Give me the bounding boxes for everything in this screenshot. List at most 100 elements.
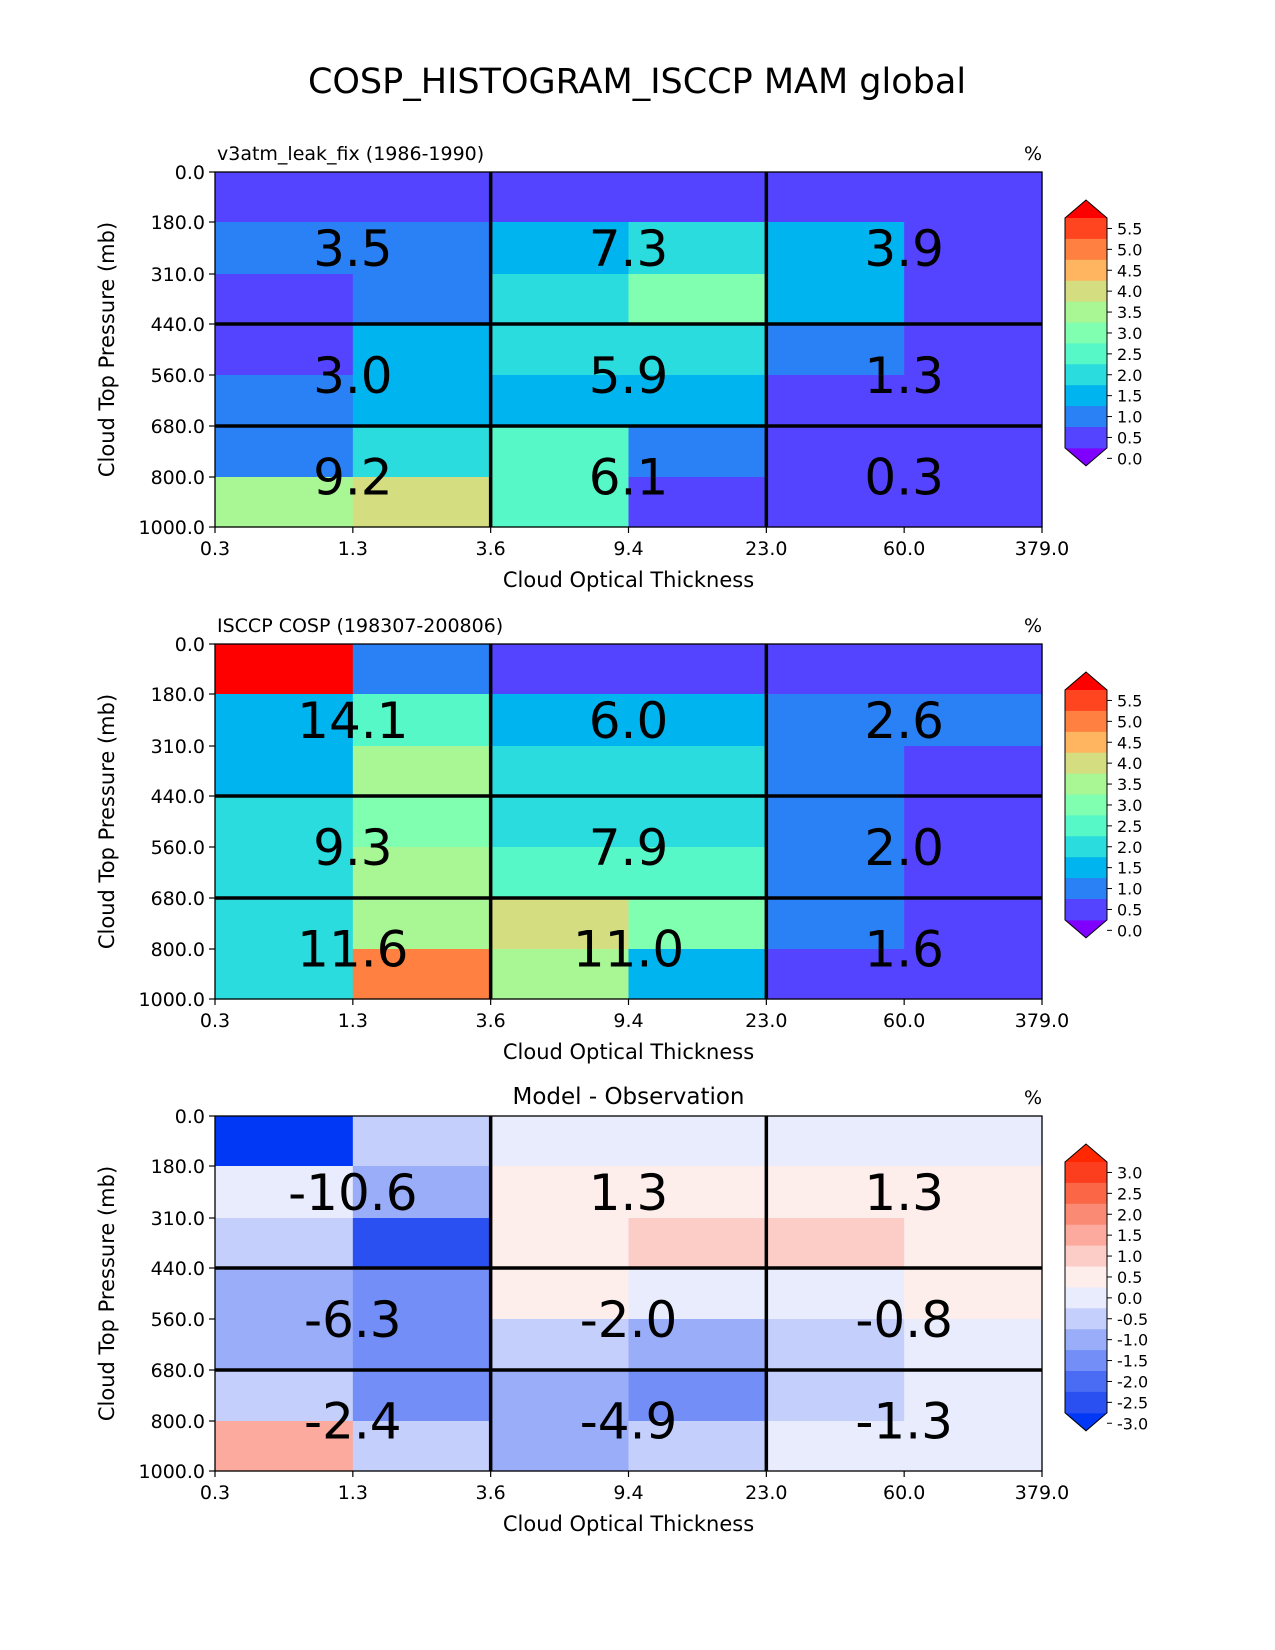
colorbar-segment	[1065, 773, 1107, 795]
heatmap-cell	[490, 1166, 630, 1219]
y-tick-label: 800.0	[151, 467, 205, 489]
heatmap-cell	[215, 694, 354, 747]
y-axis-label: Cloud Top Pressure (mb)	[95, 694, 119, 949]
heatmap-cell	[215, 796, 354, 848]
colorbar-segment	[1065, 322, 1107, 344]
colorbar-tick-label: 0.5	[1117, 900, 1142, 919]
colorbar-segment	[1065, 899, 1107, 921]
heatmap-cell	[490, 644, 630, 695]
panel-title: Model - Observation	[512, 1084, 744, 1110]
heatmap-cell	[215, 477, 354, 528]
x-tick-label: 60.0	[883, 538, 925, 560]
heatmap-cell	[215, 1421, 354, 1472]
heatmap-cell	[490, 949, 630, 1000]
heatmap-cell	[490, 324, 630, 376]
colorbar-tick-label: 4.0	[1117, 282, 1142, 301]
x-tick-label: 3.6	[476, 538, 506, 560]
x-tick-label: 23.0	[745, 1482, 787, 1504]
heatmap-cell	[904, 222, 1043, 275]
heatmap-cell	[766, 222, 905, 275]
colorbar-extend-under	[1065, 447, 1107, 466]
heatmap-cell	[215, 1116, 354, 1167]
y-tick-label: 560.0	[151, 837, 205, 859]
colorbar-extend-over	[1065, 200, 1107, 218]
colorbar-tick-label: 1.5	[1117, 387, 1142, 406]
colorbar-tick-label: 2.5	[1117, 1184, 1142, 1203]
heatmap-cell	[766, 746, 905, 797]
heatmap-cell	[352, 746, 492, 797]
heatmap-cell	[904, 1421, 1043, 1472]
x-tick-label: 0.3	[200, 538, 230, 560]
colorbar-segment	[1065, 259, 1107, 282]
panel-title: ISCCP COSP (198307-200806)	[217, 615, 503, 637]
heatmap-cell	[766, 1370, 905, 1422]
colorbar-segment	[1065, 1245, 1107, 1267]
heatmap-cell	[352, 1116, 492, 1167]
heatmap-cell	[904, 274, 1043, 325]
colorbar-tick-label: 4.5	[1117, 733, 1142, 752]
colorbar-tick-label: 2.0	[1117, 1205, 1142, 1224]
group-value-label: -2.0	[580, 1291, 678, 1349]
heatmap-cell	[904, 324, 1043, 376]
heatmap-cell	[215, 172, 354, 223]
heatmap-cell	[628, 1268, 767, 1320]
heatmap-cell	[628, 1166, 767, 1219]
x-tick-label: 23.0	[745, 1010, 787, 1032]
colorbar: 3.0 2.5 2.0 1.5 1.0 0.5 0.0 -0.5 -1.0 -1.5-2.0 -2.…	[1064, 1143, 1148, 1433]
heatmap-cell	[490, 898, 630, 950]
colorbar-segment	[1065, 343, 1107, 365]
colorbar-tick-label: 4.0	[1117, 754, 1142, 773]
colorbar-tick-label: 2.5	[1117, 345, 1142, 364]
heatmap-cell	[352, 1421, 492, 1472]
y-tick-label: 800.0	[151, 939, 205, 961]
heatmap-cell	[766, 694, 905, 747]
heatmap-cell	[766, 1319, 905, 1371]
y-tick-label: 310.0	[151, 264, 205, 286]
heatmap-cell	[766, 375, 905, 427]
heatmap-cell	[628, 324, 767, 376]
group-value-label: 1.3	[589, 1164, 669, 1222]
y-tick-label: 310.0	[151, 736, 205, 758]
heatmap-cell	[215, 1370, 354, 1422]
group-value-label: -2.4	[304, 1393, 402, 1451]
heatmap-cell	[215, 949, 354, 1000]
y-tick-label: 1000.0	[139, 517, 205, 539]
heatmap-cell	[215, 1218, 354, 1269]
heatmap-cell	[904, 644, 1043, 695]
heatmap-cell	[628, 1218, 767, 1269]
group-value-label: 1.3	[864, 1164, 944, 1222]
colorbar-tick-label: 0.0	[1117, 1289, 1142, 1308]
heatmap-cell	[904, 375, 1043, 427]
colorbar-outline	[1064, 199, 1108, 467]
heatmap-cell	[352, 1319, 492, 1371]
heatmap-cell	[766, 644, 905, 695]
group-value-label: -1.3	[855, 1393, 953, 1451]
x-tick-label: 60.0	[883, 1010, 925, 1032]
heatmap-cell	[352, 949, 492, 1000]
colorbar-segment	[1065, 385, 1107, 407]
colorbar-tick-label: -0.5	[1117, 1310, 1148, 1329]
y-tick-label: 680.0	[151, 1360, 205, 1382]
heatmap-cell	[352, 1370, 492, 1422]
group-value-label: 9.2	[313, 449, 393, 507]
heatmap-cell	[352, 222, 492, 275]
heatmap-cell	[215, 746, 354, 797]
y-axis-label: Cloud Top Pressure (mb)	[95, 1166, 119, 1421]
y-tick-label: 800.0	[151, 1411, 205, 1433]
x-tick-label: 1.3	[338, 538, 368, 560]
heatmap-cell	[628, 898, 767, 950]
y-tick-label: 0.0	[175, 162, 205, 184]
heatmap-cell	[490, 1116, 630, 1167]
heatmap-cell	[215, 375, 354, 427]
heatmap-cell	[352, 1268, 492, 1320]
heatmap-cell	[766, 1218, 905, 1269]
group-value-label: 2.0	[864, 819, 944, 877]
heatmap-cell	[628, 274, 767, 325]
colorbar-segment	[1065, 1371, 1107, 1393]
heatmap-cell	[766, 898, 905, 950]
y-tick-label: 180.0	[151, 212, 205, 234]
colorbar-tick-label: 1.0	[1117, 1247, 1142, 1266]
x-tick-label: 0.3	[200, 1010, 230, 1032]
unit-label: %	[1024, 143, 1042, 165]
heatmap-cell	[352, 898, 492, 950]
